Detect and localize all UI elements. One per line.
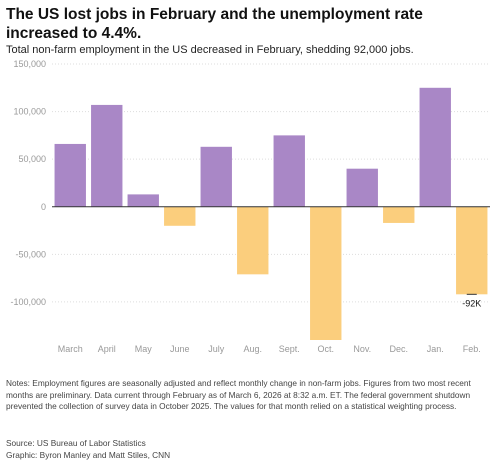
y-tick-label: 50,000 — [18, 154, 46, 164]
chart-credit: Graphic: Byron Manley and Matt Stiles, C… — [6, 450, 171, 460]
bar-april — [91, 104, 123, 207]
x-tick-label: Dec. — [389, 344, 408, 354]
chart-source: Source: US Bureau of Labor Statistics — [6, 438, 146, 448]
bar-oct — [310, 206, 342, 340]
x-tick-label: Sept. — [279, 344, 300, 354]
x-tick-label: May — [135, 344, 153, 354]
chart-title: The US lost jobs in February and the une… — [6, 6, 423, 42]
x-tick-label: June — [170, 344, 190, 354]
bar-nov — [346, 168, 378, 207]
bar-dec — [383, 206, 415, 223]
bar-sept — [273, 135, 305, 207]
bar-march — [54, 143, 86, 207]
data-label-feb: -92K — [462, 298, 481, 308]
x-tick-label: Feb. — [463, 344, 481, 354]
x-tick-label: Jan. — [427, 344, 444, 354]
bar-chart: 150,000 100,000 50,000 0 -50,000 -100,000 Marc… — [10, 59, 490, 354]
x-tick-label: April — [98, 344, 116, 354]
y-tick-label: 0 — [41, 202, 46, 212]
y-tick-label: 150,000 — [13, 59, 46, 69]
bar-may — [127, 194, 159, 207]
x-tick-label: Aug. — [243, 344, 262, 354]
y-tick-label: -50,000 — [15, 249, 46, 259]
x-tick-label: Nov. — [353, 344, 371, 354]
chart-subtitle: Total non-farm employment in the US decr… — [6, 44, 414, 56]
bar-july — [200, 146, 232, 207]
x-tick-label: March — [58, 344, 83, 354]
x-tick-label: Oct. — [317, 344, 334, 354]
bar-jan — [419, 87, 451, 207]
y-tick-label: 100,000 — [13, 107, 46, 117]
bar-feb — [456, 206, 488, 295]
bar-aug — [237, 206, 269, 275]
y-tick-label: -100,000 — [10, 297, 46, 307]
x-tick-label: July — [208, 344, 225, 354]
bar-june — [164, 206, 196, 226]
chart-notes: Notes: Employment figures are seasonally… — [6, 378, 471, 411]
